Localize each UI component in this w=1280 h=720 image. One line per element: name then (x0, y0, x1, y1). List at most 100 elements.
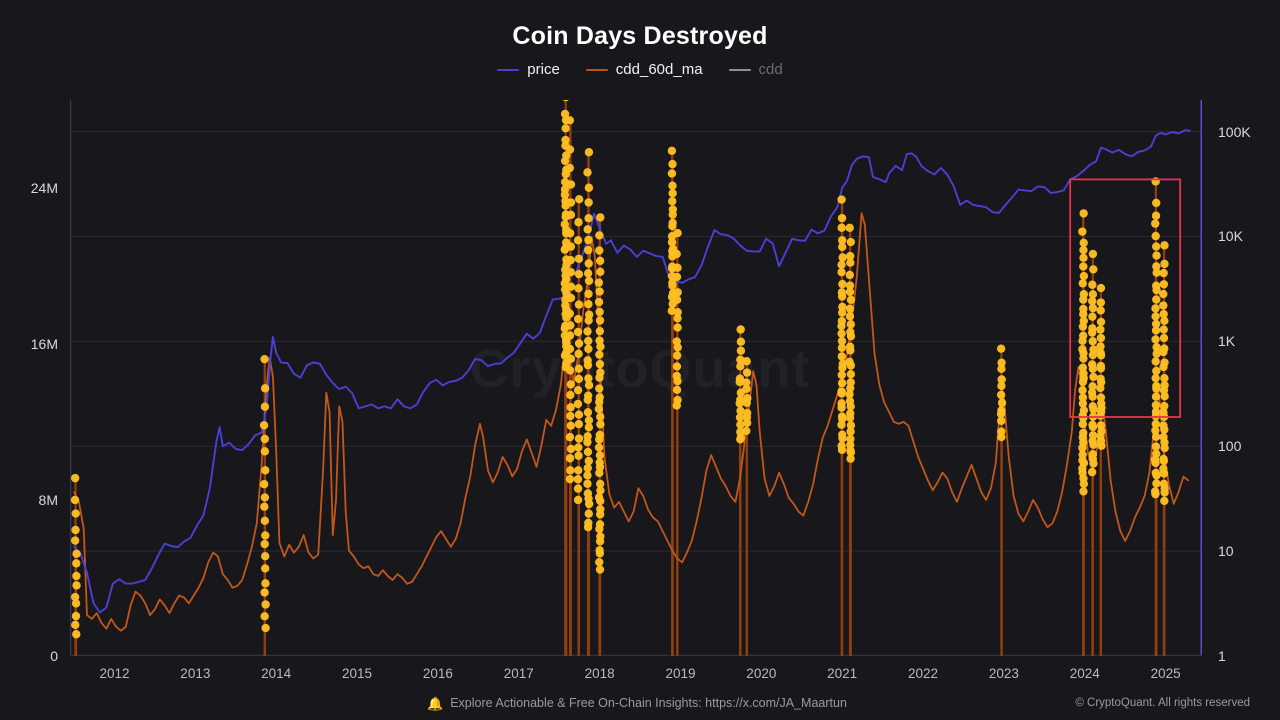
cdd-point (1159, 268, 1168, 278)
cdd-point (1079, 271, 1089, 281)
cdd-point (846, 448, 856, 457)
cdd-point (583, 225, 592, 234)
cdd-point (846, 402, 855, 411)
cdd-point (1160, 259, 1169, 269)
cdd-point (672, 272, 682, 282)
cdd-point (72, 549, 81, 559)
cdd-point (837, 195, 846, 204)
legend-item-cdd-60d-ma[interactable]: cdd_60d_ma (585, 62, 703, 77)
cdd-point (583, 245, 593, 255)
cdd-point (837, 267, 846, 277)
cdd-point (1152, 262, 1161, 271)
cdd-point (595, 510, 605, 519)
y-axis-right-tick-label: 1 (1218, 648, 1226, 664)
cdd-point (573, 385, 583, 395)
cdd-point (1078, 227, 1087, 236)
cdd-point (584, 183, 594, 192)
cdd-point (837, 378, 847, 388)
cdd-point (566, 242, 576, 251)
cdd-point (596, 479, 605, 489)
legend-label: cdd (758, 61, 783, 78)
cdd-point (997, 364, 1006, 374)
cdd-point (566, 354, 576, 364)
cdd-point (1159, 309, 1168, 319)
cdd-point (596, 486, 605, 495)
cdd-point (673, 288, 682, 297)
bell-icon: 🔔 (427, 695, 444, 711)
cdd-point (566, 444, 576, 454)
cdd-point (573, 314, 583, 324)
cdd-point (584, 259, 593, 268)
cdd-point (846, 383, 855, 393)
red-highlight-rectangle[interactable] (1069, 178, 1182, 418)
cdd-point (566, 380, 576, 389)
cdd-point (997, 358, 1006, 367)
cdd-point (71, 525, 80, 535)
cdd-point (1078, 393, 1088, 402)
cdd-point (595, 246, 604, 255)
footer-promo[interactable]: 🔔 Explore Actionable & Free On-Chain Ins… (427, 696, 847, 710)
cdd-point (260, 551, 270, 561)
cdd-point (566, 403, 575, 412)
cdd-point (736, 362, 745, 371)
plot-area[interactable] (70, 100, 1202, 656)
cdd-point (668, 210, 677, 219)
cdd-point (668, 281, 677, 290)
legend-swatch-icon (497, 68, 520, 71)
cdd-point (574, 451, 583, 460)
cdd-point (584, 509, 593, 518)
x-axis-tick-label: 2013 (180, 666, 211, 681)
cdd-scatter-group (70, 100, 1169, 639)
cdd-point (596, 412, 605, 422)
cdd-point (845, 304, 855, 313)
legend-item-cdd[interactable]: cdd (728, 61, 783, 78)
cdd-point (1096, 283, 1106, 293)
cdd-point (261, 600, 270, 609)
cdd-point (72, 581, 81, 590)
cdd-point (1151, 458, 1160, 468)
x-axis-tick-label: 2018 (584, 666, 615, 681)
footer-bar: 🔔 Explore Actionable & Free On-Chain Ins… (0, 686, 1280, 720)
cdd-point (742, 418, 752, 428)
cdd-point (837, 321, 846, 331)
cdd-point (565, 474, 575, 484)
cdd-point (742, 378, 751, 387)
cdd-point (261, 466, 270, 475)
cdd-point (845, 270, 855, 280)
cdd-point (736, 406, 745, 416)
cdd-point (1159, 469, 1169, 478)
cdd-point (566, 268, 576, 277)
legend-item-price[interactable]: price (497, 62, 560, 77)
cdd-point (1151, 319, 1161, 329)
cdd-point (1159, 289, 1168, 299)
cdd-point (1078, 419, 1087, 429)
cdd-point (1152, 366, 1161, 376)
cdd-point (846, 237, 856, 247)
cdd-point (997, 398, 1007, 408)
cdd-point (584, 299, 593, 309)
cdd-point (1151, 211, 1161, 220)
cdd-point (561, 124, 570, 133)
cdd-point (1079, 253, 1088, 263)
cdd-point (595, 316, 605, 325)
cdd-point (1088, 249, 1098, 259)
cdd-point (846, 454, 855, 463)
cdd-point (846, 434, 855, 444)
cdd-point (838, 253, 847, 262)
cdd-point (261, 531, 270, 540)
cdd-point (595, 549, 605, 558)
cdd-point (996, 390, 1006, 400)
cdd-point (565, 116, 575, 125)
cdd-point (594, 278, 604, 287)
cdd-point (574, 419, 584, 429)
cdd-point (736, 325, 745, 334)
cdd-point (573, 484, 583, 493)
cdd-point (1079, 245, 1088, 255)
cdd-point (673, 376, 682, 386)
cdd-point (1151, 357, 1160, 366)
cdd-point (668, 181, 677, 190)
cdd-point (996, 344, 1006, 353)
cdd-point (1151, 432, 1161, 442)
x-axis-tick-label: 2015 (342, 666, 373, 681)
cdd-point (584, 198, 593, 207)
